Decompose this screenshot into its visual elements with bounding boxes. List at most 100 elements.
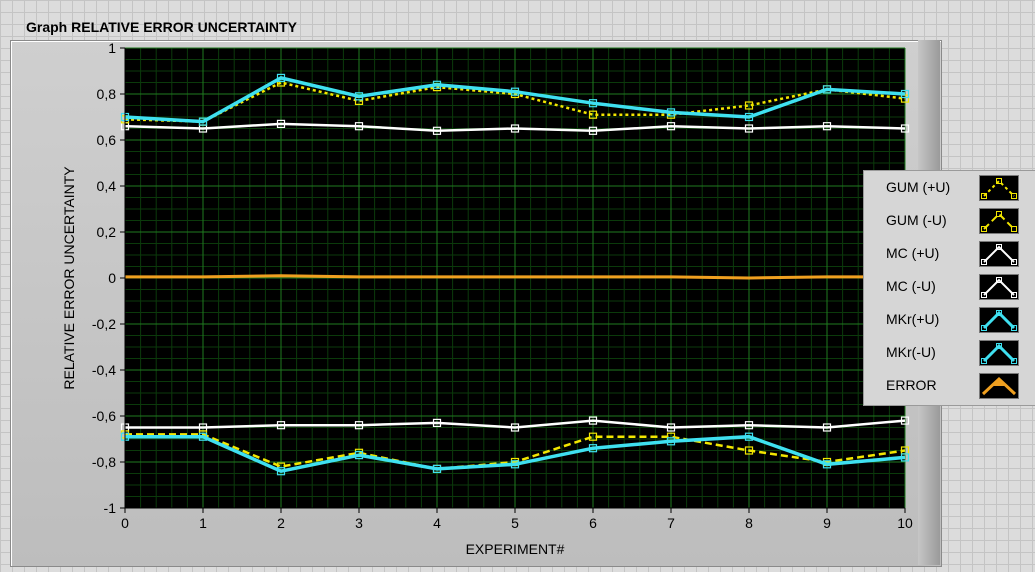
graph-title: Graph RELATIVE ERROR UNCERTAINTY [26,19,297,35]
y-tick-label: -0,6 [92,408,116,424]
data-point [510,423,520,432]
series-line [125,433,906,471]
x-tick-label: 6 [589,515,597,531]
x-tick-label: 5 [511,515,519,531]
series-mc-u- [120,119,910,135]
data-point [822,423,832,432]
y-axis-label: RELATIVE ERROR UNCERTAINTY [61,166,77,390]
data-point [510,124,520,133]
series-line [125,434,906,474]
data-point [822,122,832,131]
legend-swatch [979,373,1019,399]
legend-swatch [979,208,1019,234]
data-point [588,126,598,135]
legend-label: ERROR [886,377,937,393]
legend-item[interactable]: MKr(+U) [864,303,1035,336]
legend-swatch [979,274,1019,300]
x-tick-label: 7 [667,515,675,531]
legend-swatch [979,175,1019,201]
data-point [900,89,910,99]
data-point [198,432,208,441]
data-point [510,460,520,469]
series-line [125,274,905,280]
y-tick-label: 1 [108,40,116,56]
data-point [666,423,676,432]
data-point [510,87,520,96]
series-line [124,81,906,123]
data-point [666,122,676,131]
data-point [588,444,598,453]
series-line [125,419,906,429]
data-point [432,418,442,427]
x-tick-label: 8 [745,515,753,531]
series-line [124,76,906,124]
series-layer [120,73,910,476]
legend-swatch [979,340,1019,366]
data-point [432,80,442,89]
data-point [198,117,208,126]
legend-item[interactable]: GUM (-U) [864,204,1035,237]
x-tick-label: 2 [277,515,285,531]
data-point [900,124,910,133]
legend[interactable]: GUM (+U) GUM (-U) MC (+U) MC (-U) MKr(+U) MKr… [863,170,1035,406]
x-tick-label: 9 [823,515,831,531]
data-point [354,92,364,101]
y-tick-label: -0,4 [92,362,116,378]
series-mkr-u- [120,432,910,476]
legend-label: MKr(-U) [886,344,936,360]
legend-label: GUM (+U) [886,179,951,195]
data-point [432,126,442,135]
data-point [900,94,910,103]
y-tick-label: -0,8 [92,454,116,470]
axes: 0 1 2 3 4 5 6 7 8 9 10 1 0,8 0,6 0,4 0,2 0 -0,2 -0,4 -0,6 -0… [92,40,913,531]
legend-swatch [979,241,1019,267]
legend-label: MC (+U) [886,245,940,261]
data-point [822,460,832,469]
x-tick-label: 3 [355,515,363,531]
data-point [744,432,754,441]
data-point [822,85,832,94]
legend-label: MC (-U) [886,278,936,294]
data-point [666,108,676,117]
series-line [124,122,906,133]
x-axis-label: EXPERIMENT# [466,541,565,557]
data-point [744,112,754,122]
data-point [666,437,676,446]
legend-item[interactable]: MC (-U) [864,270,1035,303]
data-point [588,432,598,441]
legend-item[interactable]: MKr(-U) [864,336,1035,369]
data-point [354,421,364,430]
legend-item[interactable]: GUM (+U) [864,171,1035,204]
series-error [125,274,905,280]
x-tick-label: 4 [433,515,441,531]
y-tick-label: 0,2 [97,224,117,240]
y-tick-label: 0,6 [97,132,117,148]
legend-swatch [979,307,1019,333]
legend-item[interactable]: ERROR [864,369,1035,402]
y-tick-label: -0,2 [92,316,116,332]
x-tick-label: 10 [897,515,913,531]
data-point [900,453,910,462]
data-point [744,421,754,430]
data-point [354,122,364,131]
y-tick-label: 0,4 [97,178,117,194]
data-point [276,119,286,129]
legend-label: MKr(+U) [886,311,940,327]
data-point [744,124,754,133]
data-point [588,99,598,108]
legend-item[interactable]: MC (+U) [864,237,1035,270]
data-point [588,110,598,119]
data-point [744,101,754,110]
data-point [354,451,364,460]
data-point [588,416,598,425]
data-point [900,416,910,425]
legend-label: GUM (-U) [886,212,947,228]
y-tick-label: 0 [108,270,116,286]
y-tick-label: 0,8 [97,86,117,102]
data-point [744,446,754,455]
data-point [432,464,442,473]
x-tick-label: 0 [121,515,129,531]
data-point [276,467,286,476]
x-tick-label: 1 [199,515,207,531]
